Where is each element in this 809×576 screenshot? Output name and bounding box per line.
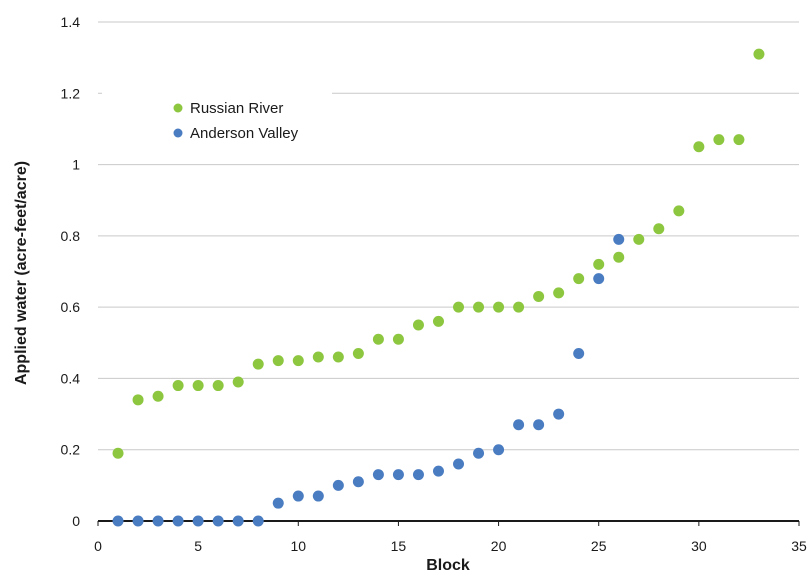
x-tick-label: 35 [791, 538, 807, 554]
point-russian-river [713, 134, 725, 146]
point-russian-river [593, 258, 605, 270]
point-russian-river [272, 355, 284, 367]
point-russian-river [432, 315, 444, 327]
point-anderson-valley [352, 476, 364, 488]
y-tick-label: 0.8 [61, 228, 81, 244]
x-tick-label: 5 [194, 538, 202, 554]
point-anderson-valley [473, 447, 485, 459]
point-russian-river [513, 301, 525, 313]
point-russian-river [633, 233, 645, 245]
point-russian-river [192, 380, 204, 392]
y-tick-label: 0.2 [61, 442, 81, 458]
point-anderson-valley [593, 273, 605, 285]
point-anderson-valley [372, 469, 384, 481]
point-russian-river [493, 301, 505, 313]
point-anderson-valley [493, 444, 505, 456]
point-anderson-valley [192, 515, 204, 527]
y-tick-label: 1 [72, 157, 80, 173]
point-anderson-valley [252, 515, 264, 527]
y-tick-label: 0.6 [61, 299, 81, 315]
point-anderson-valley [212, 515, 224, 527]
point-russian-river [212, 380, 224, 392]
point-anderson-valley [272, 497, 284, 509]
point-russian-river [673, 205, 685, 217]
point-anderson-valley [613, 233, 625, 245]
x-tick-label: 25 [591, 538, 607, 554]
x-tick-label: 15 [391, 538, 407, 554]
point-russian-river [693, 141, 705, 153]
point-russian-river [332, 351, 344, 363]
point-anderson-valley [312, 490, 324, 502]
point-russian-river [392, 333, 404, 345]
point-russian-river [132, 394, 144, 406]
y-tick-label: 0.4 [61, 370, 81, 386]
point-anderson-valley [432, 465, 444, 477]
x-axis-title: Block [426, 557, 470, 574]
point-anderson-valley [112, 515, 124, 527]
legend: Russian River Anderson Valley [173, 100, 299, 142]
y-tick-label: 1.4 [61, 14, 81, 30]
point-russian-river [352, 347, 364, 359]
point-russian-river [292, 355, 304, 367]
point-russian-river [533, 290, 545, 302]
point-russian-river [372, 333, 384, 345]
point-anderson-valley [292, 490, 304, 502]
point-anderson-valley [453, 458, 465, 470]
point-russian-river [232, 376, 244, 388]
point-russian-river [733, 134, 745, 146]
point-russian-river [112, 447, 124, 459]
point-anderson-valley [513, 419, 525, 431]
point-russian-river [453, 301, 465, 313]
point-anderson-valley [152, 515, 164, 527]
x-tick-label: 20 [491, 538, 507, 554]
legend-marker-anderson-valley [173, 128, 183, 138]
legend-background [102, 86, 332, 150]
point-anderson-valley [412, 469, 424, 481]
point-russian-river [573, 273, 585, 285]
point-russian-river [613, 251, 625, 263]
point-russian-river [653, 223, 665, 235]
point-russian-river [152, 390, 164, 402]
point-russian-river [753, 48, 765, 60]
point-anderson-valley [573, 347, 585, 359]
point-anderson-valley [533, 419, 545, 431]
point-russian-river [553, 287, 565, 299]
x-tick-label: 0 [94, 538, 102, 554]
point-anderson-valley [172, 515, 184, 527]
point-russian-river [473, 301, 485, 313]
x-tick-label: 10 [290, 538, 306, 554]
y-axis-title: Applied water (acre-feet/acre) [13, 161, 30, 385]
point-anderson-valley [332, 479, 344, 491]
legend-label-anderson-valley: Anderson Valley [190, 125, 299, 142]
legend-label-russian-river: Russian River [190, 100, 283, 117]
x-tick-label: 30 [691, 538, 707, 554]
point-russian-river [252, 358, 264, 370]
y-tick-label: 1.2 [61, 85, 81, 101]
point-anderson-valley [392, 469, 404, 481]
point-russian-river [172, 380, 184, 392]
point-russian-river [312, 351, 324, 363]
tick-labels: 0 0.2 0.4 0.6 0.8 1 1.2 1.4 0 5 10 15 20 25 30 35 [61, 14, 807, 554]
point-anderson-valley [232, 515, 244, 527]
data-points [112, 48, 765, 527]
point-russian-river [412, 319, 424, 331]
point-anderson-valley [553, 408, 565, 420]
point-anderson-valley [132, 515, 144, 527]
legend-marker-russian-river [173, 103, 183, 113]
y-tick-label: 0 [72, 513, 80, 529]
